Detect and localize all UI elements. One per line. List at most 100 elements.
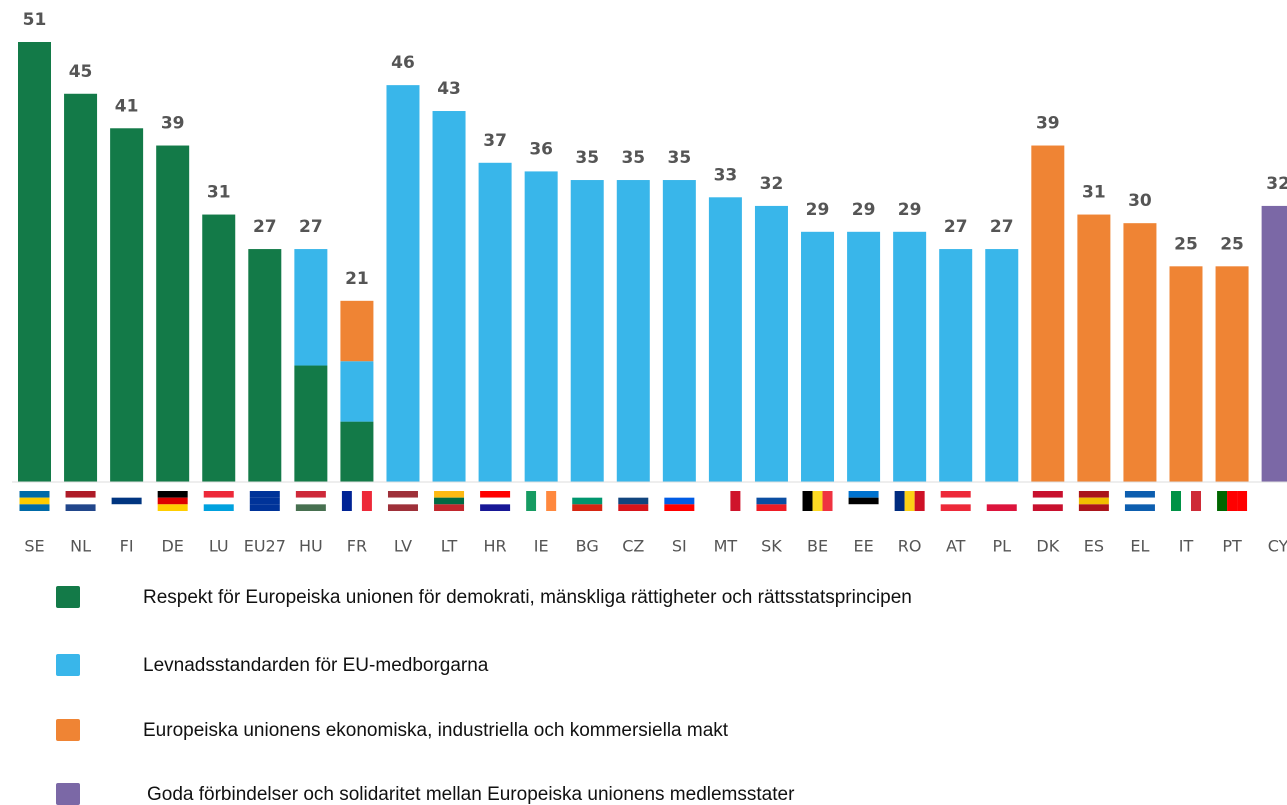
flag [1078,491,1109,498]
bar [524,171,558,483]
flag [1124,491,1155,498]
flag [940,497,971,505]
flag [480,504,511,511]
flag [1078,497,1109,505]
x-tick-label: RO [898,537,922,556]
flag [802,491,813,511]
bar [570,180,604,482]
value-label: 30 [1128,191,1152,211]
bar [340,361,374,422]
bar [893,231,927,482]
value-label: 51 [23,10,47,30]
value-label: 36 [529,139,553,159]
flag [848,497,879,505]
bar [616,180,650,482]
flag [19,497,50,505]
value-label: 35 [575,148,599,168]
flag [822,491,833,511]
flag [480,491,511,498]
flag [157,491,188,498]
flag [1263,504,1287,511]
flag [894,491,905,511]
flag [618,497,649,505]
value-label: 32 [760,174,784,194]
x-tick-label: IE [534,537,549,556]
flag [111,491,142,498]
flag [526,491,537,511]
flag [434,491,465,498]
value-label: 21 [345,269,369,289]
x-tick-label: IT [1179,537,1194,556]
bar [847,231,881,482]
value-label: 35 [668,148,692,168]
value-label: 27 [299,217,323,237]
flag [1263,491,1287,498]
value-label: 29 [852,200,876,220]
flag [720,491,731,511]
flag [986,497,1017,505]
bar [478,162,512,483]
bar [432,111,466,483]
bar [1123,223,1157,483]
flag [157,497,188,505]
flag [904,491,915,511]
value-label: 31 [207,183,231,203]
flag [572,491,603,498]
flag [351,491,362,511]
flag [710,491,721,511]
x-tick-label: LT [441,537,458,556]
flag [1124,504,1155,511]
x-tick-label: BG [576,537,599,556]
flag [664,497,695,505]
flag [572,504,603,511]
flag [203,504,234,511]
value-label: 25 [1220,234,1244,254]
flag [434,497,465,505]
flag [157,504,188,511]
flag [65,504,96,511]
flag [249,491,280,498]
bar [156,145,190,482]
flag [536,491,547,511]
legend-swatch [56,719,80,741]
value-label: 43 [437,79,461,99]
flag [618,504,649,511]
bar [340,300,374,362]
flag [1227,491,1238,511]
x-tick-label: EU27 [244,537,286,556]
x-tick-label: CY [1268,537,1287,556]
bar [110,128,144,482]
bar [294,365,328,482]
flag [546,491,557,511]
x-tick-label: CZ [622,537,644,556]
x-tick-label: AT [946,537,966,556]
bar [1031,145,1065,482]
x-tick-label: DK [1036,537,1059,556]
bar [1169,266,1203,482]
flag [1217,491,1228,511]
bar [64,93,98,482]
flag [848,491,879,498]
bar [248,249,282,482]
value-label: 39 [161,114,185,134]
flag [387,504,418,511]
bar [202,214,236,483]
value-label: 31 [1082,183,1106,203]
x-tick-label: MT [714,537,738,556]
x-tick-label: DE [161,537,183,556]
flag [249,504,280,511]
flag [341,491,352,511]
value-label: 25 [1174,234,1198,254]
bar [985,249,1019,482]
flag [1078,504,1109,511]
flag [203,497,234,505]
flag [1181,491,1191,511]
x-tick-label: PL [992,537,1011,556]
legend-label: Respekt för Europeiska unionen för demok… [143,587,912,608]
flag [111,504,142,511]
x-tick-label: PT [1222,537,1242,556]
flag [65,497,96,505]
flag [940,504,971,511]
flag [986,504,1017,511]
flag [203,491,234,498]
